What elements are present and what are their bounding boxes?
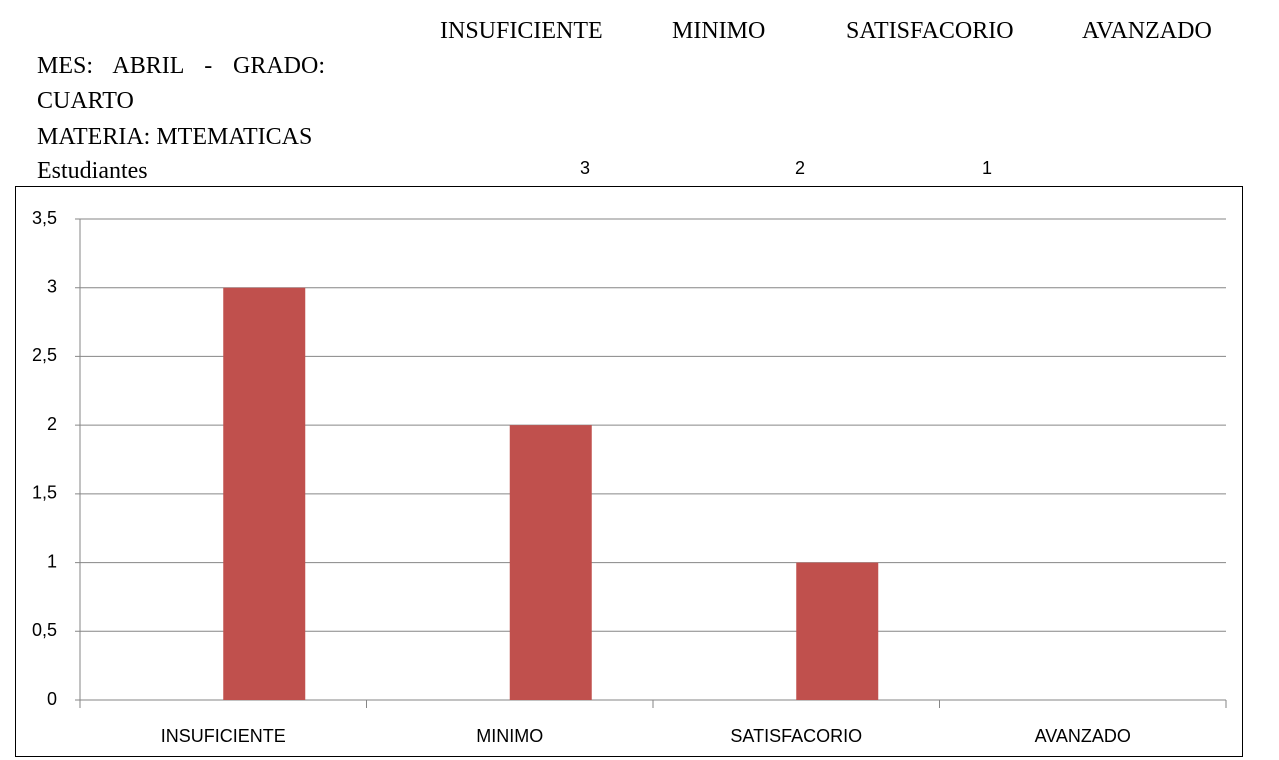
subject: MATERIA: MTEMATICAS [37,124,313,150]
bar [796,562,879,700]
y-tick-label: 2,5 [32,345,57,365]
y-tick-label: 1 [47,551,57,571]
x-tick-label: MINIMO [476,726,543,746]
month-grade: MES: ABRIL - GRADO: CUARTO [37,53,325,114]
x-tick-label: INSUFICIENTE [161,726,286,746]
bar [223,287,306,700]
y-tick-label: 0,5 [32,620,57,640]
header-cell: MINIMO [672,18,766,44]
chart-border [15,186,1243,757]
row-value: 1 [982,158,993,178]
y-tick-label: 2 [47,414,57,434]
y-tick-label: 3,5 [32,208,57,228]
y-tick-label: 0 [47,689,57,709]
y-tick-label: 3 [47,276,57,296]
bar [509,425,592,700]
row-value: 2 [795,158,806,178]
header-cell: AVANZADO [1082,18,1212,44]
x-tick-label: SATISFACORIO [730,726,862,746]
header-cell: SATISFACORIO [846,18,1014,44]
row-value: 3 [580,158,591,178]
row-label: Estudiantes [37,158,148,184]
y-tick-label: 1,5 [32,483,57,503]
x-tick-label: AVANZADO [1035,726,1131,746]
header-cell: INSUFICIENTE [440,18,603,44]
